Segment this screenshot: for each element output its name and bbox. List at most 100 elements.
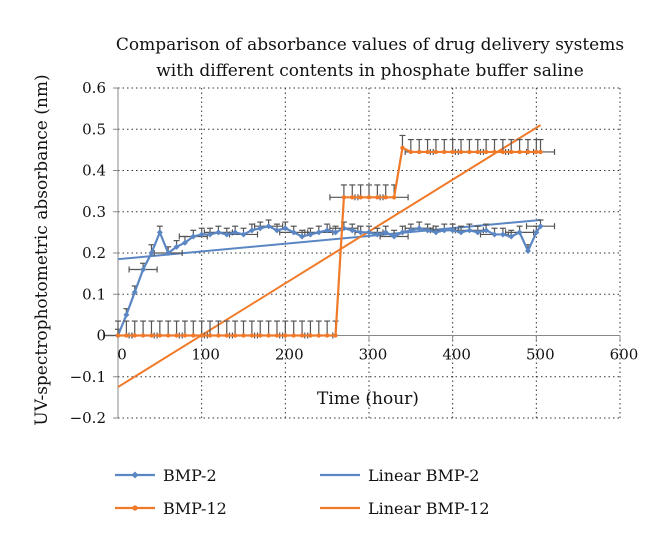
y-tick-label: 0.2 xyxy=(82,244,106,262)
legend-label-linear-bmp-2: Linear BMP-2 xyxy=(368,466,479,485)
bmp-2-point xyxy=(357,229,364,236)
bmp-12-point xyxy=(333,333,338,338)
bmp-2-point xyxy=(441,227,448,234)
bmp-12-line xyxy=(118,146,541,337)
bmp-12-point xyxy=(241,333,246,338)
bmp-2-point xyxy=(407,227,414,234)
bmp-2-line xyxy=(116,225,542,336)
bmp-2-point xyxy=(207,231,214,238)
y-axis-title: UV-spectrophotometric absorbance (nm) xyxy=(32,74,52,425)
bmp-2-point xyxy=(181,239,188,246)
bmp-2-point xyxy=(131,289,138,296)
bmp-12-point xyxy=(425,149,430,155)
bmp-2-point xyxy=(215,229,222,236)
bmp-12-point xyxy=(492,149,497,155)
bmp-12-point xyxy=(500,149,506,155)
bmp-12-point xyxy=(191,333,196,338)
x-tick-label: 500 xyxy=(526,346,555,364)
bmp-12-point xyxy=(140,333,146,338)
bmp-2-point xyxy=(349,227,356,234)
bmp-2-point xyxy=(324,227,331,234)
bmp-12-point xyxy=(525,149,531,155)
bmp-12-point xyxy=(433,149,439,155)
legend-label-bmp-12: BMP-12 xyxy=(163,499,227,518)
bmp-12-point xyxy=(375,195,380,200)
bmp-12-point xyxy=(274,333,280,338)
bmp-2-point xyxy=(516,229,523,236)
bmp-2-point xyxy=(432,229,439,236)
bmp-12-point xyxy=(224,333,229,338)
bmp-12-point xyxy=(283,333,288,338)
bmp-2-point xyxy=(474,229,481,236)
x-tick-label: 300 xyxy=(359,346,388,364)
bmp-2-point xyxy=(449,227,456,234)
bmp-2-point xyxy=(148,250,155,256)
bmp-12-point xyxy=(182,333,188,338)
bmp-12-point xyxy=(400,145,405,151)
bmp-12-point xyxy=(115,333,121,338)
bmp-12-point xyxy=(391,195,397,200)
bmp-12-point xyxy=(266,333,271,338)
bmp-2-point xyxy=(466,227,473,234)
bmp-2-point xyxy=(248,227,255,234)
bmp-2-point xyxy=(491,231,498,238)
bmp-2-point xyxy=(232,229,239,236)
bmp-12-point xyxy=(174,333,179,338)
bmp-2-point xyxy=(299,233,306,240)
bmp-12-point xyxy=(534,149,539,155)
bmp-12-point xyxy=(308,333,313,338)
x-tick-label: 200 xyxy=(275,346,304,364)
bmp-12-point xyxy=(324,333,330,338)
bmp-12-point xyxy=(450,149,455,155)
bmp-2-point xyxy=(382,229,389,236)
legend-label-bmp-2: BMP-2 xyxy=(163,466,217,485)
x-tick-label: 600 xyxy=(610,346,639,364)
bmp-12-point xyxy=(475,149,480,155)
bmp-12-point xyxy=(249,333,255,338)
bmp-12-point xyxy=(316,333,321,338)
y-tick-label: −0.2 xyxy=(70,409,106,427)
bmp-2-point xyxy=(391,233,398,240)
bmp-2-point xyxy=(290,229,297,236)
y-tick-label: 0.6 xyxy=(82,79,106,97)
bmp-2-point xyxy=(508,233,515,240)
bmp-12-point xyxy=(408,149,414,155)
y-tick-label: 0.5 xyxy=(82,120,106,138)
bmp-12-point xyxy=(232,333,238,338)
bmp-2-point xyxy=(458,229,465,236)
bmp-12-point xyxy=(299,333,305,338)
bmp-12-point xyxy=(199,333,204,338)
bmp-2-point xyxy=(483,227,490,234)
bmp-2-point xyxy=(265,223,272,230)
bmp-2-point xyxy=(223,231,230,238)
bmp-12-point xyxy=(442,149,447,155)
linear-bmp-2-line xyxy=(117,219,541,261)
bmp-2-point xyxy=(190,233,197,240)
x-tick-label: 0 xyxy=(117,346,127,364)
bmp-2-point xyxy=(315,229,322,236)
chart-title-line-1: Comparison of absorbance values of drug … xyxy=(116,35,624,55)
bmp-12-point xyxy=(166,333,171,338)
legend: BMP-2 BMP-12 Linear BMP-2 Linear BMP-12 xyxy=(115,466,490,518)
x-tick-label: 400 xyxy=(442,346,471,364)
bmp-2-point xyxy=(123,311,130,318)
bmp-2-point xyxy=(240,231,247,238)
legend-marker-bmp-12 xyxy=(132,505,138,511)
y-tick-label: 0.3 xyxy=(82,203,106,221)
bmp-12-point xyxy=(467,149,472,155)
bmp-12-point xyxy=(383,195,388,200)
bmp-12-point xyxy=(149,333,154,338)
y-tick-label: 0.4 xyxy=(82,162,106,180)
bmp-12-point xyxy=(366,195,372,200)
bmp-2-point xyxy=(156,229,163,236)
bmp-2-point xyxy=(282,225,289,232)
bmp-12-point xyxy=(341,195,347,200)
bmp-12-point xyxy=(207,333,213,338)
legend-marker-bmp-2 xyxy=(131,471,139,479)
series xyxy=(103,124,556,388)
bmp-2-point xyxy=(524,247,531,254)
bmp-12-point xyxy=(458,149,464,155)
bmp-2-point xyxy=(424,227,431,234)
